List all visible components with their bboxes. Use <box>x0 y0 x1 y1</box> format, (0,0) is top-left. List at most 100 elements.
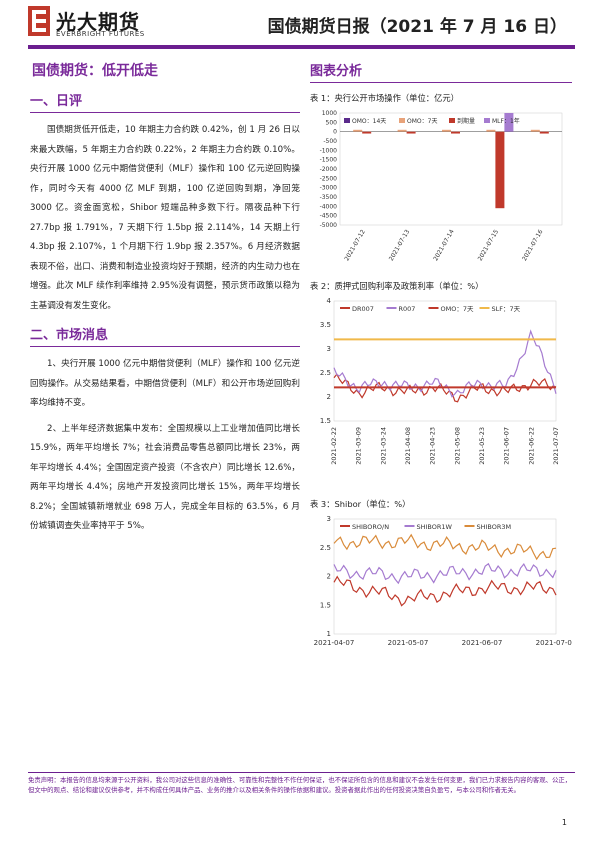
plot-area <box>333 518 557 635</box>
plot-area <box>333 300 557 422</box>
daily-review-paragraph: 国债期货低开低走，10 年期主力合约跌 0.42%，创 1 月 26 日以来最大… <box>30 125 300 311</box>
chart1-caption: 表 1：央行公开市场操作（单位：亿元） <box>310 93 459 103</box>
legend-label: SHIBOR1W <box>417 523 453 531</box>
legend-swatch <box>344 118 350 123</box>
x-tick-label: 2021-05-07 <box>388 639 429 647</box>
page-header: 光大期货 EVERBRIGHT FUTURES 国债期货日报（2021 年 7 … <box>0 0 595 49</box>
legend-label: OMO：7天 <box>441 305 474 313</box>
bar <box>504 113 514 132</box>
y-tick-label: 500 <box>326 119 338 126</box>
section-divider <box>30 346 300 347</box>
chart3-caption: 表 3：Shibor（单位：%） <box>310 499 411 509</box>
legend-label: SHIBORO/N <box>352 523 389 531</box>
section-daily-review-title: 一、日评 <box>30 94 83 109</box>
x-tick-label: 2021-04-23 <box>429 427 437 465</box>
bar <box>362 131 372 134</box>
everbright-logo-icon <box>28 6 50 36</box>
bar <box>539 131 549 134</box>
y-tick-label: -500 <box>323 138 337 145</box>
chart2-caption: 表 2：质押式回购利率及政策利率（单位：%） <box>310 281 484 291</box>
y-tick-label: 1 <box>327 630 331 638</box>
bar <box>486 129 496 132</box>
series-line <box>333 533 557 561</box>
x-tick-label: 2021-04-08 <box>404 427 412 465</box>
section-market-news-title: 二、市场消息 <box>30 328 109 343</box>
series-line <box>333 562 557 585</box>
bar <box>451 131 460 134</box>
y-tick-label: 3.5 <box>320 321 331 329</box>
x-tick-label: 2021-03-09 <box>355 427 363 465</box>
y-tick-label: 1.5 <box>320 601 331 609</box>
y-tick-label: -1000 <box>320 147 338 154</box>
legend-label: MLF：1年 <box>492 117 520 125</box>
legend-label: OMO：7天 <box>407 118 437 125</box>
x-tick-label: 2021-06-07 <box>462 639 503 647</box>
legend-swatch <box>399 118 405 123</box>
x-tick-label: 2021-07-15 <box>477 228 501 262</box>
legend-label: OMO：14天 <box>352 118 386 125</box>
x-tick-label: 2021-07-16 <box>521 228 545 262</box>
y-tick-label: -5000 <box>320 222 338 229</box>
left-column: 国债期货：低开低走 一、日评 国债期货低开低走，10 年期主力合约跌 0.42%… <box>30 60 300 537</box>
y-tick-label: 2.5 <box>320 369 331 377</box>
x-tick-label: 2021-07-14 <box>432 228 456 262</box>
y-tick-label: -4000 <box>320 203 338 210</box>
y-tick-label: -3000 <box>320 185 338 192</box>
x-tick-label: 2021-02-22 <box>330 427 338 465</box>
x-tick-label: 2021-07-07 <box>552 427 560 465</box>
x-tick-label: 2021-05-08 <box>453 427 461 465</box>
bar <box>353 129 363 132</box>
right-column: 图表分析 表 1：央行公开市场操作（单位：亿元） 1000 500 0 -500 -10… <box>310 60 577 665</box>
footer-divider <box>28 772 575 773</box>
section-divider <box>310 82 572 83</box>
header-divider <box>28 45 575 49</box>
omo-operations-chart: 1000 500 0 -500 -1000 -1500 -2000 -2500 -3000 -35… <box>320 110 563 262</box>
y-tick-label: 2.5 <box>320 544 331 552</box>
bar <box>530 129 540 132</box>
y-tick-label: 4 <box>327 297 332 305</box>
legend-label: 到期量 <box>457 117 475 125</box>
x-tick-label: 2021-06-07 <box>503 427 511 465</box>
y-tick-label: 3 <box>327 345 331 353</box>
series-line <box>333 329 557 398</box>
y-tick-label: 1000 <box>322 110 337 117</box>
bar <box>442 129 451 132</box>
x-tick-label: 2021-07-07 <box>536 639 572 647</box>
market-news-paragraph-1: 1、央行开展 1000 亿元中期借贷便利（MLF）操作和 100 亿元逆回购操作… <box>30 359 300 408</box>
legend-swatch <box>484 118 490 123</box>
x-tick-label: 2021-06-22 <box>527 427 535 465</box>
legend-label: SLF：7天 <box>492 305 521 313</box>
legend-label: DR007 <box>352 305 374 313</box>
page-number: 1 <box>561 818 567 827</box>
bar <box>397 129 407 132</box>
y-tick-label: -2500 <box>320 175 338 182</box>
y-tick-label: -3500 <box>320 194 338 201</box>
bar <box>495 131 505 209</box>
chart-analysis-heading: 图表分析 <box>310 64 363 79</box>
legend-label: SHIBOR3M <box>477 523 512 531</box>
legend-label: R007 <box>399 305 416 313</box>
y-tick-label: 2 <box>327 573 331 581</box>
x-tick-label: 2021-07-12 <box>343 228 367 262</box>
x-tick-label: 2021-03-24 <box>379 427 387 465</box>
section-divider <box>30 112 300 113</box>
y-tick-label: 0 <box>333 129 337 136</box>
y-tick-label: -4500 <box>320 213 338 220</box>
plot-area <box>339 112 563 226</box>
y-tick-label: 3 <box>327 515 331 523</box>
logo-english-name: EVERBRIGHT FUTURES <box>56 30 145 38</box>
series-line <box>333 575 557 607</box>
market-news-paragraph-2: 2、上半年经济数据集中发布：全国规模以上工业增加值同比增长 15.9%，两年平均… <box>30 423 300 532</box>
y-tick-label: 1.5 <box>320 417 331 425</box>
legend-swatch <box>449 118 455 123</box>
y-tick-label: 2 <box>327 393 331 401</box>
main-title: 国债期货：低开低走 <box>32 63 158 79</box>
x-tick-label: 2021-04-07 <box>314 639 355 647</box>
y-tick-label: -1500 <box>320 157 338 164</box>
series-line <box>333 373 557 403</box>
x-tick-label: 2021-07-13 <box>388 228 412 262</box>
report-title: 国债期货日报（2021 年 7 月 16 日） <box>267 17 567 37</box>
disclaimer-text: 免责声明：本报告的信息均来源于公开资料，我公司对这些信息的准确性、可靠性和完整性… <box>28 776 572 794</box>
x-tick-label: 2021-05-23 <box>478 427 486 465</box>
